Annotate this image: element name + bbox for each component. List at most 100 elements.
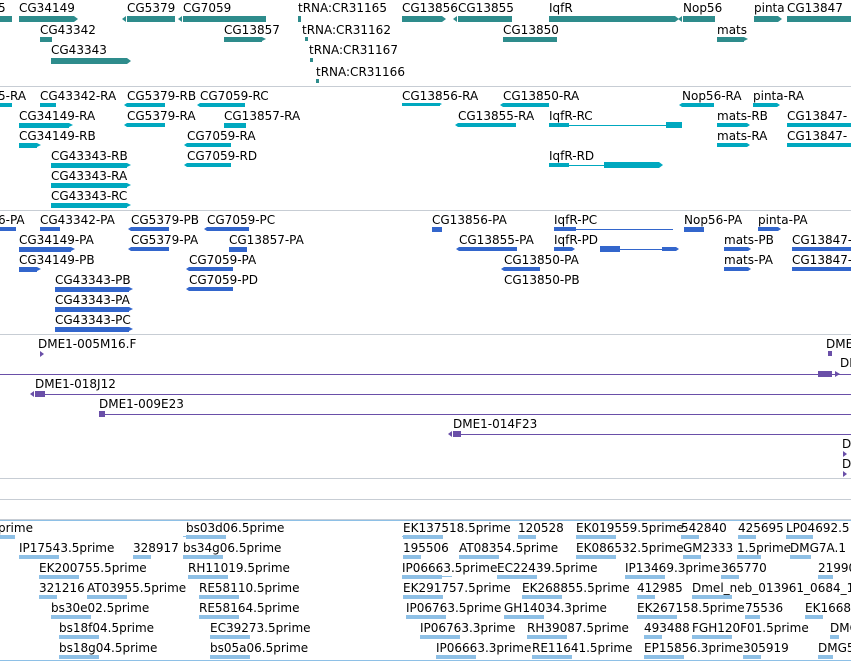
protein-bar[interactable] [554, 247, 572, 251]
protein-bar[interactable] [504, 267, 540, 271]
gene-bar[interactable] [787, 16, 851, 22]
transcript-bar[interactable] [40, 103, 56, 107]
transcript-cg7059-rc[interactable]: CG7059-RC [200, 89, 269, 103]
gene-cg5379[interactable]: CG5379 [127, 1, 176, 15]
est-bar[interactable] [681, 535, 699, 539]
protein-nop56-pa[interactable]: Nop56-PA [684, 213, 743, 227]
est-dmg[interactable]: DMG [830, 621, 851, 635]
protein-cg13850-pa[interactable]: CG13850-PA [504, 253, 579, 267]
est-bar[interactable] [683, 555, 701, 559]
protein-cg7059-pd[interactable]: CG7059-PD [189, 273, 259, 287]
gene-cg13847[interactable]: CG13847 [787, 1, 843, 15]
transcript-cg13857-ra[interactable]: CG13857-RA [224, 109, 301, 123]
transcript-bar[interactable] [549, 123, 569, 127]
est-bar[interactable] [576, 555, 616, 559]
transcript-bar[interactable] [224, 123, 246, 128]
transcript-bar[interactable] [682, 103, 714, 107]
est-ip06663-5prime[interactable]: IP06663.5prime [402, 561, 498, 575]
protein-bar[interactable] [792, 247, 851, 251]
transcript-cg13856-ra[interactable]: CG13856-RA [402, 89, 479, 103]
est-re58164-5prime[interactable]: RE58164.5prime [199, 601, 300, 615]
transcript-mats-rb[interactable]: mats-RB [717, 109, 768, 123]
gene-bar[interactable] [51, 58, 127, 64]
transcript-bar[interactable] [127, 123, 165, 127]
transcript-bar[interactable] [200, 103, 245, 107]
est-bar[interactable] [87, 595, 127, 599]
transcript-5-ra[interactable]: 5-RA [0, 89, 27, 103]
est-rh39087-5prime[interactable]: RH39087.5prime [527, 621, 629, 635]
est-bar[interactable] [637, 615, 677, 619]
est-bar[interactable] [644, 655, 684, 659]
est-bar[interactable] [497, 575, 537, 579]
est-bs18g04-5prime[interactable]: bs18g04.5prime [59, 641, 158, 655]
est-bs05a06-5prime[interactable]: bs05a06.5prime [210, 641, 309, 655]
gene-cg13857[interactable]: CG13857 [224, 23, 280, 37]
transcript-bar[interactable] [717, 123, 747, 127]
est-bar[interactable] [436, 655, 476, 659]
protein-cg43342-pa[interactable]: CG43342-PA [40, 213, 115, 227]
transcript-bar[interactable] [787, 143, 851, 147]
gene-trna-cr31165[interactable]: tRNA:CR31165 [298, 1, 387, 15]
protein-pinta-pa[interactable]: pinta-PA [758, 213, 808, 227]
gene-bar[interactable] [310, 58, 313, 62]
est-bar[interactable] [504, 615, 544, 619]
est-bar[interactable] [39, 595, 57, 599]
est-75536[interactable]: 75536 [745, 601, 784, 615]
est-542840[interactable]: 542840 [681, 521, 727, 535]
transcript-bar[interactable] [503, 103, 549, 107]
transcript-cg34149-rb[interactable]: CG34149-RB [19, 129, 96, 143]
est-ek268855-5prime[interactable]: EK268855.5prime [522, 581, 630, 595]
protein-cg5379-pa[interactable]: CG5379-PA [131, 233, 199, 247]
est-at03955-5prime[interactable]: AT03955.5prime [87, 581, 187, 595]
est-bar[interactable] [637, 595, 655, 599]
protein-bar[interactable] [724, 247, 748, 251]
est-lp04692-5[interactable]: LP04692.5 [786, 521, 850, 535]
est-bar[interactable] [51, 615, 91, 619]
transcript-bar[interactable] [753, 103, 777, 107]
est-bar[interactable] [576, 535, 616, 539]
est-365770[interactable]: 365770 [721, 561, 767, 575]
gene-bar[interactable] [683, 16, 715, 22]
clone-end[interactable] [828, 351, 832, 356]
est-bar[interactable] [692, 635, 732, 639]
protein-mats-pa[interactable]: mats-PA [724, 253, 774, 267]
est-bar[interactable] [0, 535, 15, 539]
transcript-bar[interactable] [187, 143, 231, 147]
protein-cg5379-pb[interactable]: CG5379-PB [131, 213, 200, 227]
est-ip13469-3prime[interactable]: IP13469.3prime [625, 561, 721, 575]
est-bar[interactable] [532, 655, 572, 659]
protein-iqfr-pc[interactable]: IqfR-PC [554, 213, 598, 227]
transcript-bar[interactable] [187, 163, 231, 167]
est-ec39273-5prime[interactable]: EC39273.5prime [210, 621, 311, 635]
protein-bar[interactable] [600, 246, 620, 252]
est-bar[interactable] [420, 635, 460, 639]
protein-bar[interactable] [459, 247, 517, 251]
clone-dme[interactable]: DME [826, 337, 851, 351]
clone-d[interactable]: D [842, 457, 851, 471]
est-dmel-neb-013961-0684-1[interactable]: Dmel_neb_013961_0684_1 [692, 581, 851, 595]
est-bs34g06-5prime[interactable]: bs34g06.5prime [183, 541, 282, 555]
est-bar[interactable] [522, 595, 562, 599]
est-bs18f04-5prime[interactable]: bs18f04.5prime [59, 621, 155, 635]
est-195506[interactable]: 195506 [403, 541, 449, 555]
gene-bar[interactable] [0, 16, 12, 22]
gene-bar[interactable] [183, 16, 266, 22]
protein-bar[interactable] [229, 247, 247, 252]
transcript-bar[interactable] [127, 103, 165, 107]
protein-bar[interactable] [55, 307, 129, 312]
protein-bar[interactable] [724, 267, 748, 271]
est-dmg7a-1[interactable]: DMG7A.1 [790, 541, 846, 555]
est-bar[interactable] [403, 555, 421, 559]
transcript-pinta-ra[interactable]: pinta-RA [753, 89, 805, 103]
est-321216[interactable]: 321216 [39, 581, 85, 595]
transcript-cg34149-ra[interactable]: CG34149-RA [19, 109, 96, 123]
gene-bar[interactable] [503, 37, 557, 42]
est-bar[interactable] [188, 575, 228, 579]
transcript-cg5379-rb[interactable]: CG5379-RB [127, 89, 197, 103]
gene-bar[interactable] [40, 37, 52, 42]
protein-cg43343-pb[interactable]: CG43343-PB [55, 273, 131, 287]
est-ip06663-3prime[interactable]: IP06663.3prime [436, 641, 532, 655]
transcript-cg13847[interactable]: CG13847- [787, 129, 848, 143]
transcript-iqfr-rd[interactable]: IqfR-RD [549, 149, 595, 163]
transcript-cg13850-ra[interactable]: CG13850-RA [503, 89, 580, 103]
